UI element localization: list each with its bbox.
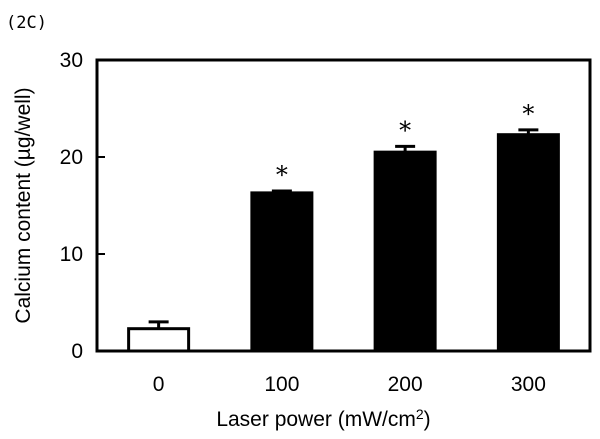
bars-group: * * * — [127, 100, 560, 353]
y-tick-label: 30 — [60, 49, 83, 72]
bar-300 — [496, 133, 560, 353]
x-axis-ticks: 0 100 200 300 — [153, 373, 546, 396]
x-axis-label-close: ) — [424, 408, 431, 431]
significance-star-200: * — [399, 116, 411, 144]
y-axis-label: Calcium content (µg/well) — [12, 87, 35, 323]
x-axis-label: Laser power (mW/cm2) — [216, 406, 430, 431]
x-tick-label: 100 — [264, 373, 299, 396]
y-axis-ticks: 0 10 20 30 — [60, 49, 105, 363]
bar-100 — [250, 191, 314, 353]
x-tick-label: 0 — [153, 373, 165, 396]
bar-0 — [127, 327, 191, 353]
x-axis-label-superscript: 2 — [416, 406, 424, 422]
y-tick-label: 0 — [71, 340, 83, 363]
y-tick-label: 10 — [60, 243, 83, 266]
x-axis-label-main: Laser power (mW/cm — [216, 408, 416, 431]
plot-area — [95, 58, 592, 353]
significance-star-100: * — [276, 161, 288, 189]
y-tick-label: 20 — [60, 146, 83, 169]
significance-star-300: * — [522, 100, 534, 128]
x-tick-label: 200 — [388, 373, 423, 396]
panel-label: (2C) — [6, 13, 47, 33]
x-tick-label: 300 — [511, 373, 546, 396]
bar-200 — [373, 150, 437, 353]
plot-frame — [95, 58, 592, 353]
